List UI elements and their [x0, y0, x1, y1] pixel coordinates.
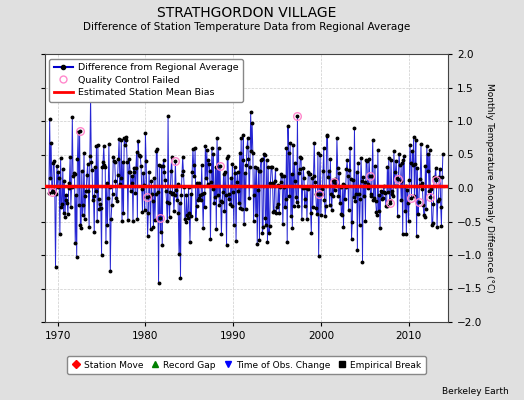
Legend: Difference from Regional Average, Quality Control Failed, Estimated Station Mean: Difference from Regional Average, Qualit… [49, 59, 243, 102]
Y-axis label: Monthly Temperature Anomaly Difference (°C): Monthly Temperature Anomaly Difference (… [485, 83, 494, 293]
Text: STRATHGORDON VILLAGE: STRATHGORDON VILLAGE [157, 6, 336, 20]
Legend: Station Move, Record Gap, Time of Obs. Change, Empirical Break: Station Move, Record Gap, Time of Obs. C… [67, 356, 425, 374]
Text: Berkeley Earth: Berkeley Earth [442, 387, 508, 396]
Text: Difference of Station Temperature Data from Regional Average: Difference of Station Temperature Data f… [83, 22, 410, 32]
